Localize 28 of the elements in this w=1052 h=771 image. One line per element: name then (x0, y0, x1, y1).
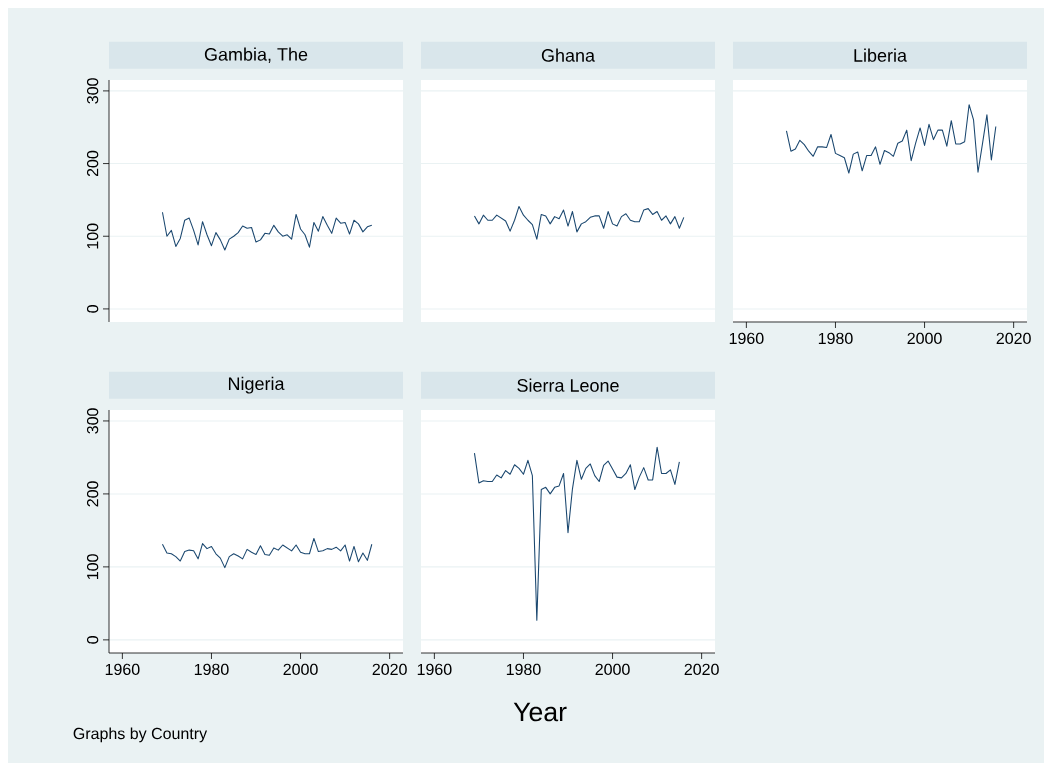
y-tick-label: 300 (86, 408, 99, 434)
text: Graphs by Country (73, 727, 208, 743)
y-tick-label: 0 (86, 305, 99, 313)
x-tick-label: 2020 (996, 332, 1031, 345)
chart-title: Liberia (854, 48, 908, 62)
x-tick-label: 2000 (283, 663, 318, 676)
y-tick-label: 0 (86, 636, 99, 644)
chart-title: Ghana (541, 48, 596, 62)
chart-title: Sierra Leone (517, 378, 619, 392)
chart-title: Nigeria (228, 376, 285, 394)
x-tick-label: 1980 (818, 332, 853, 345)
x-tick-label: 1980 (506, 663, 541, 676)
y-tick-label: 100 (86, 554, 99, 580)
y-tick-label: 100 (86, 223, 99, 249)
x-tick-label: 1960 (417, 663, 452, 676)
chart-title: Gambia, The (204, 47, 308, 63)
x-tick-label: 2020 (684, 663, 719, 676)
y-tick-label: 200 (86, 481, 99, 507)
x-tick-label: 1960 (105, 663, 140, 676)
x-tick-label: 2020 (372, 663, 407, 676)
y-tick-label: 300 (86, 78, 99, 104)
x-tick-label: 2000 (907, 332, 942, 345)
x-tick-label: 1960 (729, 332, 764, 345)
x-tick-label: 1980 (194, 663, 229, 676)
line-series (161, 211, 373, 251)
x-axis-title: Year (513, 702, 567, 722)
y-tick-label: 200 (86, 150, 99, 177)
x-tick-label: 2000 (595, 663, 630, 676)
